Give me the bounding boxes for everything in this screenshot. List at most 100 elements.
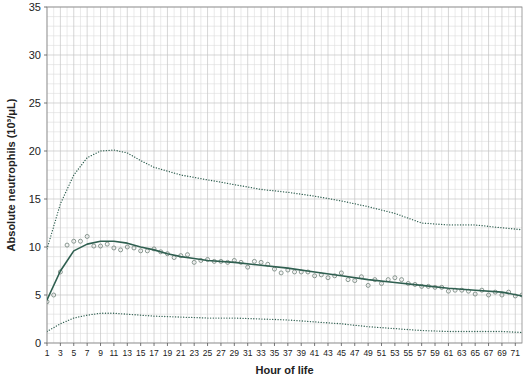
minor-grid-line <box>47 45 522 46</box>
x-tick-label: 49 <box>363 348 373 358</box>
grid-line <box>301 7 302 343</box>
x-tick-label: 65 <box>470 348 480 358</box>
x-tick <box>501 343 502 346</box>
grid-line <box>287 7 288 343</box>
point <box>252 259 256 263</box>
minor-grid-line <box>321 7 322 343</box>
x-tick-label: 3 <box>58 348 63 358</box>
point <box>500 293 504 297</box>
minor-grid-line <box>414 7 415 343</box>
grid-line <box>368 7 369 343</box>
x-tick-label: 51 <box>377 348 387 358</box>
grid-line <box>127 7 128 343</box>
plot-frame <box>47 7 522 343</box>
x-tick-label: 31 <box>243 348 253 358</box>
x-tick-label: 11 <box>109 348 118 358</box>
y-axis-label: Absolute neutrophils (10³/μL) <box>5 98 17 251</box>
x-tick-label: 7 <box>85 348 90 358</box>
grid-line <box>47 151 522 152</box>
x-tick <box>435 343 436 346</box>
minor-grid-line <box>441 7 442 343</box>
minor-grid-line <box>307 7 308 343</box>
x-tick <box>167 343 168 346</box>
minor-grid-line <box>47 304 522 305</box>
minor-grid-line <box>47 26 522 27</box>
minor-grid-line <box>47 122 522 123</box>
x-tick <box>341 343 342 346</box>
minor-grid-line <box>67 7 68 343</box>
y-tick <box>44 247 47 248</box>
x-tick <box>180 343 181 346</box>
grid-line <box>435 7 436 343</box>
grid-line <box>47 295 522 296</box>
grid-line <box>475 7 476 343</box>
x-tick <box>47 343 48 346</box>
grid-line <box>247 7 248 343</box>
x-tick <box>274 343 275 346</box>
y-tick-label: 30 <box>29 49 41 61</box>
y-tick <box>44 151 47 152</box>
grid-line <box>100 7 101 343</box>
y-tick-label: 15 <box>29 193 41 205</box>
minor-grid-line <box>47 227 522 228</box>
x-tick <box>408 343 409 346</box>
x-tick <box>461 343 462 346</box>
minor-grid-line <box>47 93 522 94</box>
x-tick-label: 69 <box>497 348 507 358</box>
median-line <box>47 241 522 300</box>
minor-grid-line <box>227 7 228 343</box>
point <box>65 243 69 247</box>
point <box>185 253 189 257</box>
minor-grid-line <box>93 7 94 343</box>
point <box>400 278 404 282</box>
grid-line <box>448 7 449 343</box>
minor-grid-line <box>47 141 522 142</box>
y-tick <box>44 199 47 200</box>
minor-grid-line <box>47 189 522 190</box>
x-tick <box>140 343 141 346</box>
point <box>272 267 276 271</box>
point <box>85 234 89 238</box>
minor-grid-line <box>120 7 121 343</box>
x-tick-label: 71 <box>511 348 521 358</box>
grid-line <box>341 7 342 343</box>
grid-line <box>60 7 61 343</box>
point <box>346 278 350 282</box>
percentile-line <box>47 150 522 249</box>
grid-line <box>47 199 522 200</box>
x-tick <box>421 343 422 346</box>
grid-line <box>354 7 355 343</box>
minor-grid-line <box>47 35 522 36</box>
grid-line <box>220 7 221 343</box>
minor-grid-line <box>401 7 402 343</box>
minor-grid-line <box>348 7 349 343</box>
x-tick-label: 45 <box>337 348 347 358</box>
minor-grid-line <box>47 218 522 219</box>
minor-grid-line <box>361 7 362 343</box>
x-tick <box>87 343 88 346</box>
grid-line <box>194 7 195 343</box>
minor-grid-line <box>47 170 522 171</box>
x-tick-label: 55 <box>404 348 414 358</box>
minor-grid-line <box>388 7 389 343</box>
y-tick <box>44 103 47 104</box>
minor-grid-line <box>47 16 522 17</box>
x-tick <box>261 343 262 346</box>
grid-line <box>314 7 315 343</box>
point <box>473 292 477 296</box>
minor-grid-line <box>281 7 282 343</box>
minor-grid-line <box>495 7 496 343</box>
point <box>52 293 56 297</box>
y-tick <box>44 295 47 296</box>
grid-line <box>394 7 395 343</box>
point <box>380 281 384 285</box>
plot-background <box>47 7 522 343</box>
x-tick <box>475 343 476 346</box>
x-tick-label: 53 <box>390 348 400 358</box>
x-tick <box>127 343 128 346</box>
x-tick <box>354 343 355 346</box>
minor-grid-line <box>428 7 429 343</box>
percentile-line <box>47 313 522 332</box>
grid-line <box>515 7 516 343</box>
x-tick <box>301 343 302 346</box>
